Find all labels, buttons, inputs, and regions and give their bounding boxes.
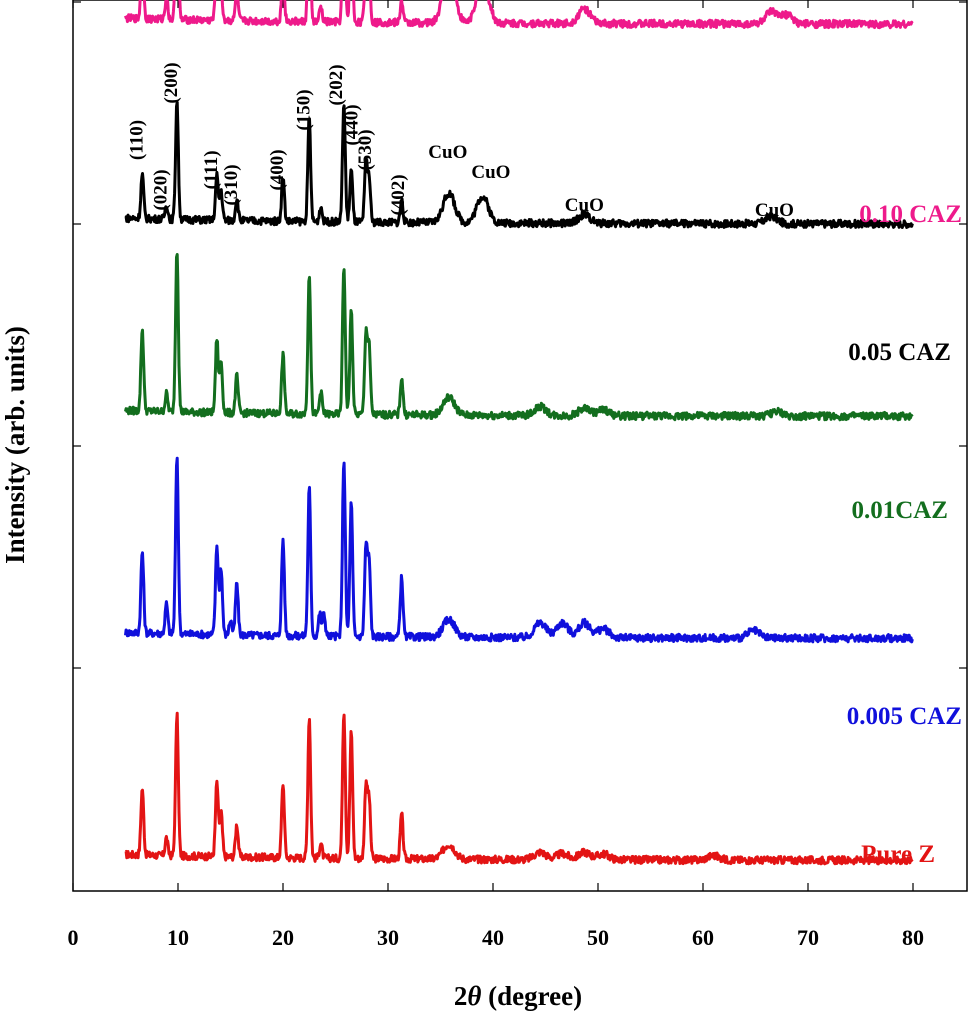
peak-label-cuo: CuO [471, 162, 510, 183]
x-tick-label: 30 [377, 925, 399, 950]
series-label-3: 0.05 CAZ [848, 339, 951, 366]
series-line-0 [124, 711, 914, 866]
peak-label: (200) [161, 62, 182, 103]
series-line-2 [124, 253, 914, 422]
x-tick-label: 60 [692, 925, 714, 950]
x-tick-label: 40 [482, 925, 504, 950]
x-tick-label: 20 [272, 925, 294, 950]
series-label-1: 0.005 CAZ [847, 703, 962, 730]
x-tick-label: 0 [68, 925, 79, 950]
peak-label-cuo: CuO [428, 142, 467, 163]
peak-label: (202) [326, 64, 347, 105]
plot-frame [72, 0, 968, 892]
peak-label: (150) [293, 89, 314, 130]
peak-label: (020) [150, 169, 171, 210]
axis-ticks: 0 10 20 30 40 50 60 70 80 [68, 0, 967, 950]
peak-label: (111) [201, 150, 222, 189]
x-tick-label: 10 [167, 925, 189, 950]
series-label-0: Pure Z [861, 841, 935, 868]
x-tick-label: 70 [797, 925, 819, 950]
peak-label: (310) [221, 164, 242, 205]
peak-label: (402) [388, 174, 409, 215]
series-label-4: 0.10 CAZ [859, 201, 962, 228]
series-labels: Pure Z 0.005 CAZ 0.01CAZ 0.05 CAZ 0.10 CAZ [847, 201, 962, 868]
series-line-1 [124, 456, 914, 644]
peak-label: (530) [355, 129, 376, 170]
x-tick-label: 80 [902, 925, 924, 950]
x-axis-title: 2θ (degree) [454, 981, 582, 1011]
peak-label: (400) [267, 149, 288, 190]
peak-label: (110) [126, 120, 147, 160]
peak-label: (440) [342, 104, 363, 145]
x-tick-label: 50 [587, 925, 609, 950]
peak-label-cuo: CuO [565, 195, 604, 216]
peak-labels: (110)(020) (200) (111)(310) (400)(150) (202)… [126, 62, 794, 221]
series-line-4 [124, 0, 914, 30]
y-axis-title: Intensity (arb. units) [0, 326, 30, 564]
series-group [124, 0, 914, 866]
peak-label-cuo: CuO [755, 200, 794, 221]
series-line-3 [124, 100, 914, 229]
series-label-2: 0.01CAZ [851, 497, 948, 524]
